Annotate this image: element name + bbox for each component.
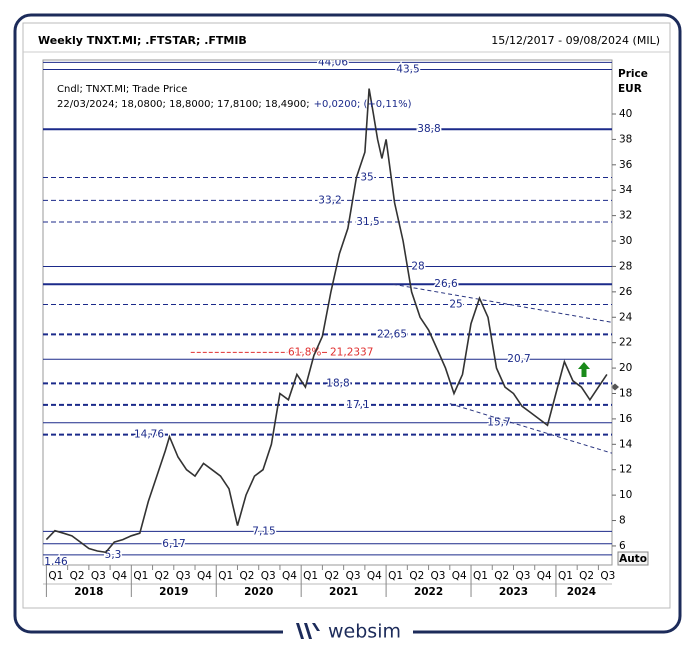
level-label: 17,1	[346, 399, 369, 411]
y-tick-label: 22	[619, 337, 632, 349]
logo-mark	[296, 623, 320, 639]
x-tick-label: Q4	[452, 570, 467, 582]
year-label: 2022	[414, 586, 443, 598]
y-tick-label: 24	[619, 311, 633, 323]
x-tick-label: Q3	[515, 570, 530, 582]
x-tick-label: Q2	[239, 570, 254, 582]
y-tick-label: 34	[619, 184, 633, 196]
x-tick-label: Q1	[48, 570, 63, 582]
x-tick-label: Q3	[261, 570, 276, 582]
x-tick-label: Q2	[579, 570, 594, 582]
x-tick-label: Q4	[282, 570, 297, 582]
x-tick-label: Q2	[494, 570, 509, 582]
x-tick-label: Q1	[473, 570, 488, 582]
level-label: 28	[411, 260, 424, 272]
level-label: 1,46	[44, 556, 68, 568]
y-tick-label: 32	[619, 210, 632, 222]
x-tick-label: Q3	[346, 570, 361, 582]
x-tick-label: Q2	[70, 570, 85, 582]
level-label: 5,3	[105, 549, 122, 561]
level-label: 18,8	[326, 377, 349, 389]
plot-border	[42, 59, 613, 566]
info-change: +0,0200; (+0,11%)	[314, 99, 412, 110]
x-tick-label: Q4	[537, 570, 552, 582]
date-range: 15/12/2017 - 09/08/2024 (MIL)	[491, 34, 660, 47]
y-tick-label: 10	[619, 489, 632, 501]
level-label: 33,2	[318, 194, 341, 206]
year-label: 2023	[499, 586, 528, 598]
y-label: EUR	[618, 83, 642, 95]
chart-title: Weekly TNXT.MI; .FTSTAR; .FTMIB	[38, 34, 247, 47]
auto-button[interactable]	[617, 551, 649, 566]
x-tick-label: Q2	[155, 570, 170, 582]
brand: websim	[328, 621, 401, 643]
level-label: 7,15	[252, 525, 275, 537]
year-label: 2018	[74, 586, 103, 598]
level-label: 15,7	[487, 417, 510, 429]
trend-line	[392, 283, 612, 323]
x-tick-label: Q2	[324, 570, 339, 582]
level-label: 6,17	[162, 538, 185, 550]
level-label: 35	[360, 172, 373, 184]
y-tick-label: 12	[619, 464, 632, 476]
y-tick-label: 40	[619, 108, 632, 120]
price-marker	[611, 383, 619, 391]
level-label: 43,5	[396, 64, 419, 76]
x-tick-label: Q1	[388, 570, 403, 582]
year-label: 2019	[159, 586, 188, 598]
level-label: 38,8	[417, 123, 440, 135]
y-tick-label: 6	[619, 540, 626, 552]
y-tick-label: 14	[619, 438, 633, 450]
year-label: 2020	[244, 586, 273, 598]
fib-value: 21,2337	[330, 346, 373, 358]
x-tick-label: Q2	[409, 570, 424, 582]
y-tick-label: 36	[619, 159, 633, 171]
plot: 44,06 43,5 38,8 35 33,2 31,5 28 26,6 25 22,65 20,7…	[43, 56, 612, 568]
x-tick-label: Q4	[112, 570, 127, 582]
y-tick-label: 38	[619, 133, 632, 145]
year-label: 2024	[567, 586, 596, 598]
x-tick-label: Q1	[558, 570, 573, 582]
x-tick-label: Q3	[91, 570, 106, 582]
info-line: Cndl; TNXT.MI; Trade Price	[57, 84, 187, 95]
x-tick-label: Q3	[176, 570, 191, 582]
level-label: 25	[449, 299, 462, 311]
trend-line	[449, 403, 612, 454]
price-line	[45, 88, 608, 554]
level-label: 20,7	[507, 353, 530, 365]
level-label: 31,5	[356, 216, 379, 228]
level-label: 26,6	[434, 278, 458, 290]
year-label: 2021	[329, 586, 358, 598]
y-label: Price	[618, 68, 648, 80]
y-tick-label: 30	[619, 235, 632, 247]
info-line: 22/03/2024; 18,0800; 18,8000; 17,8100; 1…	[57, 99, 412, 110]
x-tick-label: Q1	[303, 570, 318, 582]
up-arrow	[578, 362, 590, 377]
y-tick-label: 8	[619, 515, 626, 527]
info-values: 22/03/2024; 18,0800; 18,8000; 17,8100; 1…	[57, 99, 310, 110]
x-tick-label: Q1	[218, 570, 233, 582]
y-tick-label: 26	[619, 286, 633, 298]
y-tick-label: 18	[619, 387, 632, 399]
y-tick-label: 20	[619, 362, 632, 374]
panel	[22, 22, 671, 609]
x-tick-label: Q4	[197, 570, 212, 582]
level-label: 44,06	[318, 56, 348, 68]
x-tick-label: Q3	[431, 570, 446, 582]
level-label: 22,65	[377, 328, 407, 340]
x-tick-label: Q1	[133, 570, 148, 582]
y-tick-label: 16	[619, 413, 633, 425]
x-tick-label: Q3	[600, 570, 615, 582]
auto-label[interactable]: Auto	[619, 553, 647, 565]
x-tick-label: Q4	[367, 570, 382, 582]
y-tick-label: 28	[619, 260, 632, 272]
level-label: 14,76	[134, 429, 164, 441]
